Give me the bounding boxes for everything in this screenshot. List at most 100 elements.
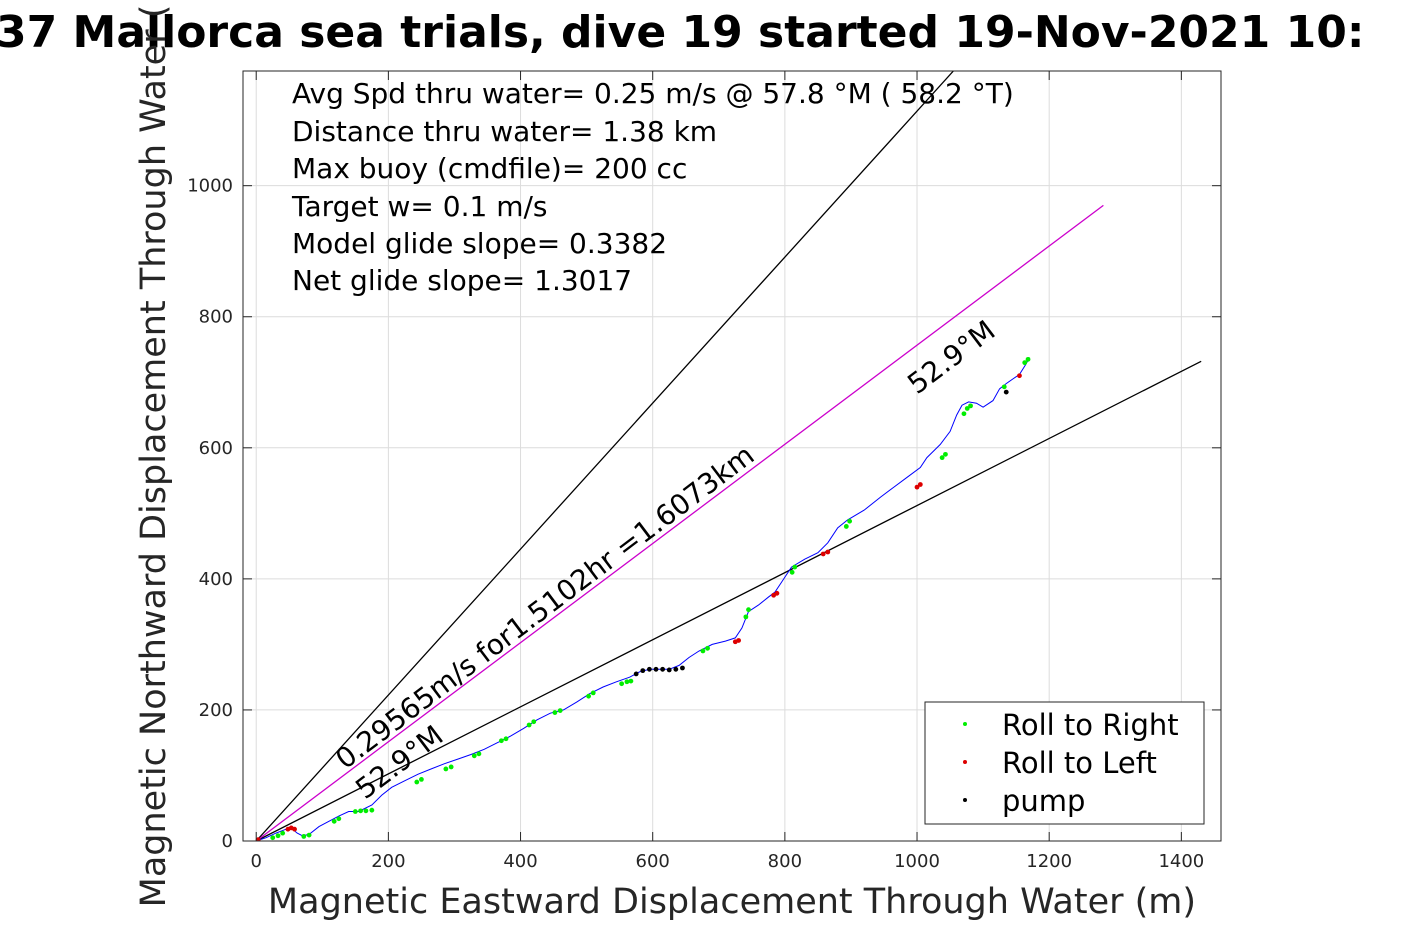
roll-right-point [968, 403, 973, 409]
roll-right-point [590, 690, 596, 696]
legend: Roll to Right Roll to Left pump [924, 701, 1205, 825]
x-tick-label: 600 [636, 851, 670, 872]
legend-box [924, 701, 1205, 825]
x-tick-label: 1000 [894, 851, 940, 872]
y-tick-label: 0 [222, 831, 233, 852]
roll-right-point [352, 809, 358, 814]
x-tick-label: 1400 [1158, 851, 1204, 872]
track-series [256, 357, 1030, 841]
y-tick-label: 800 [199, 307, 233, 328]
roll-right-point [275, 833, 281, 839]
roll-right-point [964, 406, 970, 411]
roll-right-point [743, 614, 749, 620]
roll-right-point [1025, 356, 1031, 362]
legend-marker-pump [963, 798, 967, 802]
roll-right-point [414, 779, 420, 785]
pump-point [680, 665, 685, 671]
roll-right-point [619, 681, 625, 687]
x-tick-label: 200 [371, 851, 405, 872]
roll-right-point [1022, 360, 1028, 366]
roll-left-point [774, 590, 780, 596]
roll-left-point [1017, 373, 1022, 379]
legend-marker-roll-right [963, 722, 967, 726]
roll-right-point [531, 719, 537, 725]
pump-point [666, 667, 672, 673]
reference-line [255, 204, 1104, 841]
legend-marker-roll-left [963, 760, 967, 764]
legend-label-roll-right: Roll to Right [1002, 708, 1179, 742]
roll-left-point [736, 638, 742, 643]
roll-right-point [270, 835, 276, 841]
roll-right-point [301, 834, 307, 839]
roll-right-point [700, 648, 706, 654]
reference-line [255, 71, 954, 841]
roll-right-point [705, 645, 710, 651]
legend-label-pump: pump [1002, 784, 1085, 818]
marker-series [255, 356, 1031, 841]
plot-frame [242, 70, 1222, 842]
annotation-model-glide: Model glide slope= 0.3382 [292, 227, 667, 260]
pump-point [633, 671, 639, 677]
roll-right-point [306, 832, 312, 838]
y-axis-label: Magnetic Northward Displacement Through … [134, 5, 174, 908]
roll-right-point [369, 807, 375, 813]
pump-point [640, 668, 646, 674]
roll-right-point [471, 753, 477, 759]
y-tick-label: 400 [199, 569, 233, 590]
pump-point [660, 666, 666, 672]
x-tick-label: 0 [250, 851, 261, 872]
roll-right-point [476, 751, 482, 757]
pump-point [646, 666, 652, 672]
chart-title: 37 Mallorca sea trials, dive 19 started … [0, 7, 1364, 58]
annotation-target-w: Target w= 0.1 m/s [291, 190, 548, 223]
reference-lines [255, 71, 1202, 841]
roll-right-point [943, 451, 948, 457]
roll-right-point [557, 708, 563, 713]
y-tick-label: 600 [199, 438, 233, 459]
x-tick-label: 800 [768, 851, 802, 872]
pump-point [653, 666, 659, 672]
roll-left-point [820, 551, 826, 557]
roll-left-point [255, 837, 261, 841]
roll-right-point [792, 564, 798, 570]
stats-annotations: Avg Spd thru water= 0.25 m/s @ 57.8 °M (… [291, 77, 1014, 297]
roll-right-point [843, 524, 849, 529]
track-line [256, 357, 1030, 841]
pump-point [673, 666, 679, 672]
annotation-distance: Distance thru water= 1.38 km [292, 115, 717, 148]
roll-right-point [331, 818, 337, 824]
x-tick-label: 1200 [1026, 851, 1072, 872]
roll-right-point [443, 766, 449, 772]
y-tick-label: 200 [199, 700, 233, 721]
roll-right-point [939, 455, 945, 461]
annotation-net-glide: Net glide slope= 1.3017 [292, 264, 632, 297]
roll-right-point [280, 830, 286, 836]
reference-line [255, 360, 1202, 841]
roll-right-point [624, 679, 630, 685]
roll-right-point [961, 411, 967, 417]
x-tick-label: 400 [503, 851, 537, 872]
roll-right-point [358, 808, 364, 814]
roll-left-point [917, 482, 923, 487]
roll-right-point [498, 738, 504, 744]
roll-right-point [746, 607, 751, 613]
roll-right-point [336, 816, 342, 822]
roll-right-point [526, 722, 532, 728]
annotation-avg-speed: Avg Spd thru water= 0.25 m/s @ 57.8 °M (… [292, 77, 1014, 110]
roll-right-point [586, 693, 592, 699]
roll-right-point [552, 710, 558, 715]
roll-right-point [1001, 384, 1007, 390]
legend-label-roll-left: Roll to Left [1002, 746, 1157, 780]
roll-right-point [847, 518, 853, 524]
y-tick-label: 1000 [187, 176, 233, 197]
roll-left-point [292, 826, 297, 832]
annotation-max-buoy: Max buoy (cmdfile)= 200 cc [292, 152, 687, 185]
roll-right-point [363, 808, 369, 814]
pump-point [1003, 389, 1009, 395]
x-axis-label: Magnetic Eastward Displacement Through W… [268, 882, 1196, 922]
roll-right-point [448, 764, 454, 770]
roll-right-point [789, 569, 795, 575]
axis-ticks: 0 200 400 600 800 1000 1200 1400 0 200 400 600 800 10… [187, 71, 1221, 872]
roll-right-point [503, 736, 509, 742]
